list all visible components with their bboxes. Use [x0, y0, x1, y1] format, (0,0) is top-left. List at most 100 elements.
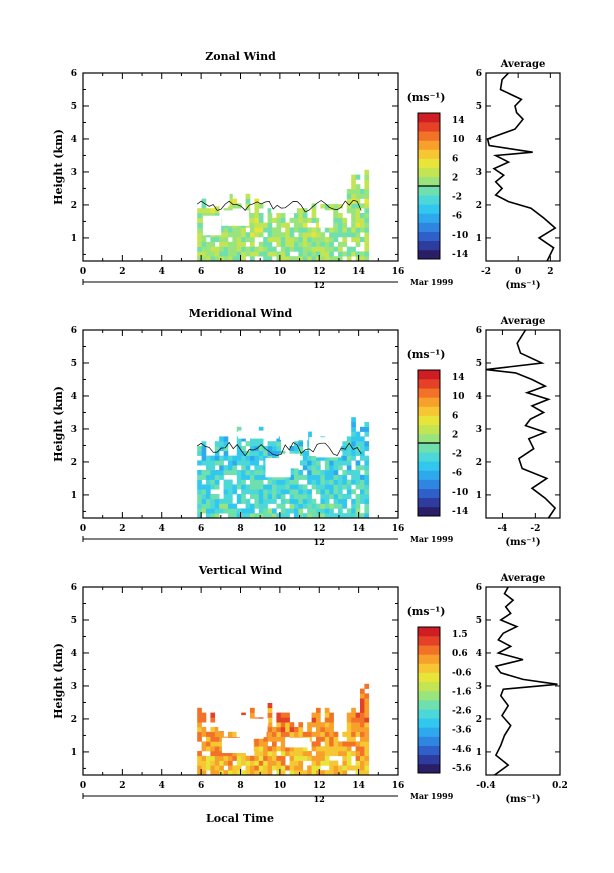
heatmap-cell: [364, 474, 370, 480]
heatmap-cell: [263, 746, 268, 752]
heatmap-cell: [258, 770, 264, 776]
heatmap-cell: [258, 222, 264, 228]
heatmap-cell: [214, 446, 220, 452]
heatmap-cell: [258, 489, 264, 495]
y-axis-label: Height (km): [52, 386, 65, 462]
heatmap-cell: [298, 246, 304, 252]
heatmap-cell: [250, 232, 255, 238]
heatmap-cell: [364, 727, 370, 733]
heatmap-cell: [311, 746, 317, 752]
heatmap-cell: [324, 460, 330, 466]
heatmap-cell: [280, 741, 286, 747]
heatmap-cell: [324, 731, 330, 737]
colorbar-unit: (ms⁻¹): [407, 91, 446, 104]
heatmap-cell: [307, 494, 312, 500]
heatmap-cell: [338, 751, 343, 757]
heatmap-cell: [197, 712, 202, 718]
heatmap-cell: [223, 503, 229, 509]
heatmap-cell: [316, 256, 321, 262]
heatmap-cell: [311, 465, 317, 471]
heatmap-cell: [316, 241, 321, 247]
heatmap-cell: [197, 479, 202, 485]
heatmap-cell: [364, 246, 370, 252]
heatmap-cell: [307, 765, 312, 771]
heatmap-cell: [219, 474, 224, 480]
heatmap-cell: [333, 208, 339, 214]
heatmap-cell: [241, 494, 246, 500]
data-gap: [279, 453, 300, 469]
heatmap-cell: [289, 246, 295, 252]
heatmap-cell: [311, 455, 317, 461]
colorbar-swatch: [418, 122, 440, 132]
x-tick-label: 4: [159, 267, 165, 277]
heatmap-cell: [276, 503, 282, 509]
heatmap-cell: [316, 474, 321, 480]
heatmap-cell: [210, 470, 216, 476]
heatmap-cell: [206, 741, 211, 747]
heatmap-cell: [245, 484, 251, 490]
heatmap-cell: [236, 237, 242, 243]
heatmap-cell: [272, 498, 277, 504]
heatmap-cell: [236, 470, 242, 476]
colorbar-tick-label: 2: [452, 430, 458, 440]
heatmap-cell: [228, 513, 233, 519]
heatmap-cell: [276, 251, 282, 257]
heatmap-cell: [364, 431, 370, 437]
heatmap-cell: [320, 760, 326, 766]
heatmap-cell: [272, 755, 277, 761]
colorbar-swatch: [418, 718, 440, 728]
heatmap-cell: [258, 484, 264, 490]
heatmap-cell: [351, 237, 356, 243]
heatmap-cell: [307, 722, 312, 728]
heatmap-cell: [245, 203, 251, 209]
heatmap-cell: [276, 770, 282, 776]
heatmap-cell: [364, 693, 370, 699]
average-x-tick-label: -0.4: [476, 781, 495, 791]
colorbar-swatch: [418, 424, 440, 435]
heatmap-cell: [219, 765, 224, 771]
heatmap-cell: [201, 770, 207, 776]
heatmap-cell: [346, 741, 352, 747]
heatmap-cell: [258, 736, 264, 742]
heatmap-cell: [364, 193, 370, 199]
heatmap-cell: [289, 498, 295, 504]
heatmap-cell: [364, 751, 370, 757]
heatmap-cell: [250, 707, 255, 713]
heatmap-cell: [219, 251, 224, 257]
heatmap-cell: [197, 722, 202, 728]
heatmap-cell: [333, 736, 339, 742]
heatmap-cell: [206, 489, 211, 495]
heatmap-cell: [250, 470, 255, 476]
heatmap-cell: [316, 465, 321, 471]
heatmap-cell: [298, 251, 304, 257]
heatmap-cell: [232, 765, 238, 771]
colorbar-swatch: [418, 167, 440, 178]
heatmap-cell: [316, 479, 321, 485]
heatmap-cell: [289, 489, 295, 495]
heatmap-cell: [333, 470, 339, 476]
heatmap-cell: [280, 722, 286, 728]
heatmap-cell: [285, 484, 290, 490]
heatmap-cell: [214, 479, 220, 485]
heatmap-cell: [307, 755, 312, 761]
heatmap-cell: [250, 508, 255, 514]
heatmap-cell: [351, 712, 356, 718]
heatmap-cell: [219, 508, 224, 514]
heatmap-cell: [210, 455, 216, 461]
heatmap-cell: [276, 474, 282, 480]
data-gap: [202, 215, 222, 236]
heatmap-cell: [210, 727, 216, 733]
heatmap-cell: [302, 755, 308, 761]
heatmap-cell: [307, 251, 312, 257]
heatmap-cell: [324, 489, 330, 495]
heatmap-cell: [360, 746, 365, 752]
heatmap-cell: [267, 513, 273, 519]
panel-title: Zonal Wind: [205, 50, 276, 63]
heatmap-cell: [289, 727, 295, 733]
heatmap-cell: [250, 441, 255, 447]
heatmap-cell: [346, 465, 352, 471]
heatmap-cell: [360, 426, 365, 432]
heatmap-cell: [197, 470, 202, 476]
average-y-tick-label: 5: [476, 359, 482, 369]
heatmap-cell: [267, 441, 273, 447]
